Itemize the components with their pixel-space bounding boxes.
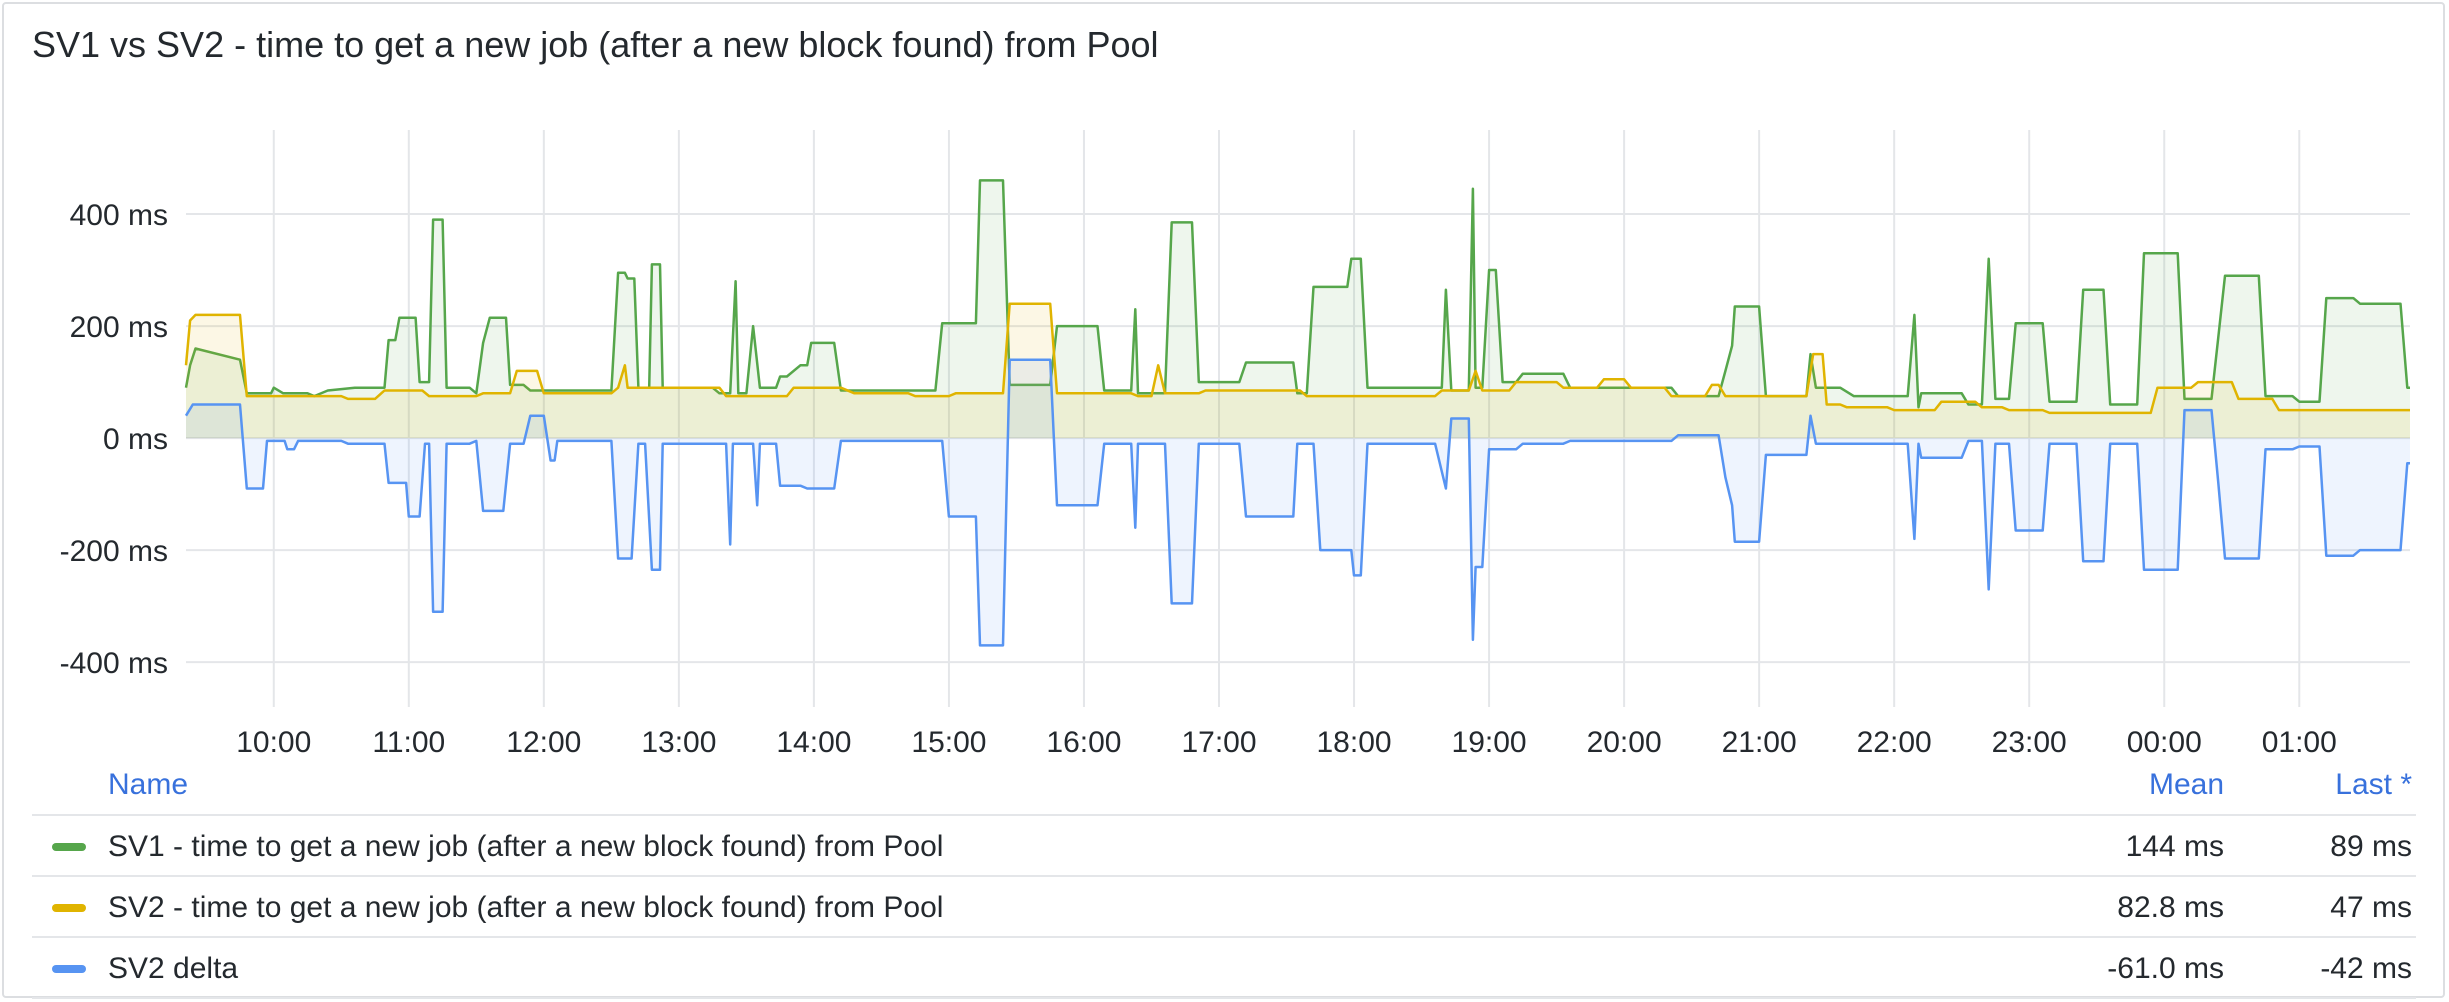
legend-series-last: -42 ms	[2320, 952, 2412, 985]
legend-series-mean: -61.0 ms	[2107, 952, 2224, 985]
y-tick-label: -200 ms	[60, 535, 168, 568]
series-area-2	[186, 359, 2410, 646]
legend-header-name[interactable]: Name	[108, 768, 189, 801]
series-line-1	[184, 302, 2410, 415]
y-tick-label: 200 ms	[70, 311, 168, 344]
x-tick-label: 20:00	[1587, 726, 1662, 759]
x-tick-label: 15:00	[911, 726, 986, 759]
x-tick-label: 22:00	[1857, 726, 1932, 759]
x-tick-label: 00:00	[2127, 726, 2202, 759]
x-tick-label: 12:00	[506, 726, 581, 759]
legend-row-sv2[interactable]: SV2 - time to get a new job (after a new…	[32, 877, 2416, 938]
series-line-0	[184, 179, 2410, 409]
series-line-2	[184, 358, 2410, 647]
series-color-swatch	[52, 965, 86, 973]
x-tick-label: 10:00	[236, 726, 311, 759]
legend-series-mean: 144 ms	[2125, 830, 2224, 863]
x-tick-label: 19:00	[1452, 726, 1527, 759]
series-area-0	[186, 180, 2410, 439]
x-tick-label: 16:00	[1046, 726, 1121, 759]
legend-table: Name Mean Last * SV1 - time to get a new…	[32, 760, 2416, 999]
legend-series-name[interactable]: SV1 - time to get a new job (after a new…	[108, 830, 944, 863]
legend-series-mean: 82.8 ms	[2117, 891, 2224, 924]
x-tick-label: 13:00	[641, 726, 716, 759]
legend-row-sv1[interactable]: SV1 - time to get a new job (after a new…	[32, 816, 2416, 877]
series-color-swatch	[52, 904, 86, 912]
x-tick-label: 11:00	[372, 726, 445, 759]
panel-title: SV1 vs SV2 - time to get a new job (afte…	[32, 24, 1159, 65]
y-tick-label: -400 ms	[60, 647, 168, 680]
legend-row-sv2-delta[interactable]: SV2 delta -61.0 ms -42 ms	[32, 938, 2416, 999]
legend-header-last[interactable]: Last *	[2335, 768, 2412, 801]
x-tick-label: 01:00	[2262, 726, 2337, 759]
legend-header: Name Mean Last *	[32, 760, 2416, 816]
y-tick-label: 0 ms	[103, 423, 168, 456]
y-tick-label: 400 ms	[70, 199, 168, 232]
time-series-chart: 400 ms 200 ms 0 ms -200 ms -400 ms 10:00 11:00…	[60, 130, 2410, 759]
x-tick-label: 17:00	[1181, 726, 1256, 759]
legend-series-last: 47 ms	[2330, 891, 2412, 924]
series-area-1	[186, 303, 2410, 439]
x-tick-label: 18:00	[1316, 726, 1391, 759]
legend-series-last: 89 ms	[2330, 830, 2412, 863]
x-tick-label: 21:00	[1722, 726, 1797, 759]
legend-series-name[interactable]: SV2 - time to get a new job (after a new…	[108, 891, 944, 924]
legend-series-name[interactable]: SV2 delta	[108, 952, 239, 985]
series-color-swatch	[52, 843, 86, 851]
legend-header-mean[interactable]: Mean	[2148, 768, 2224, 801]
x-tick-label: 23:00	[1992, 726, 2067, 759]
x-tick-label: 14:00	[776, 726, 851, 759]
